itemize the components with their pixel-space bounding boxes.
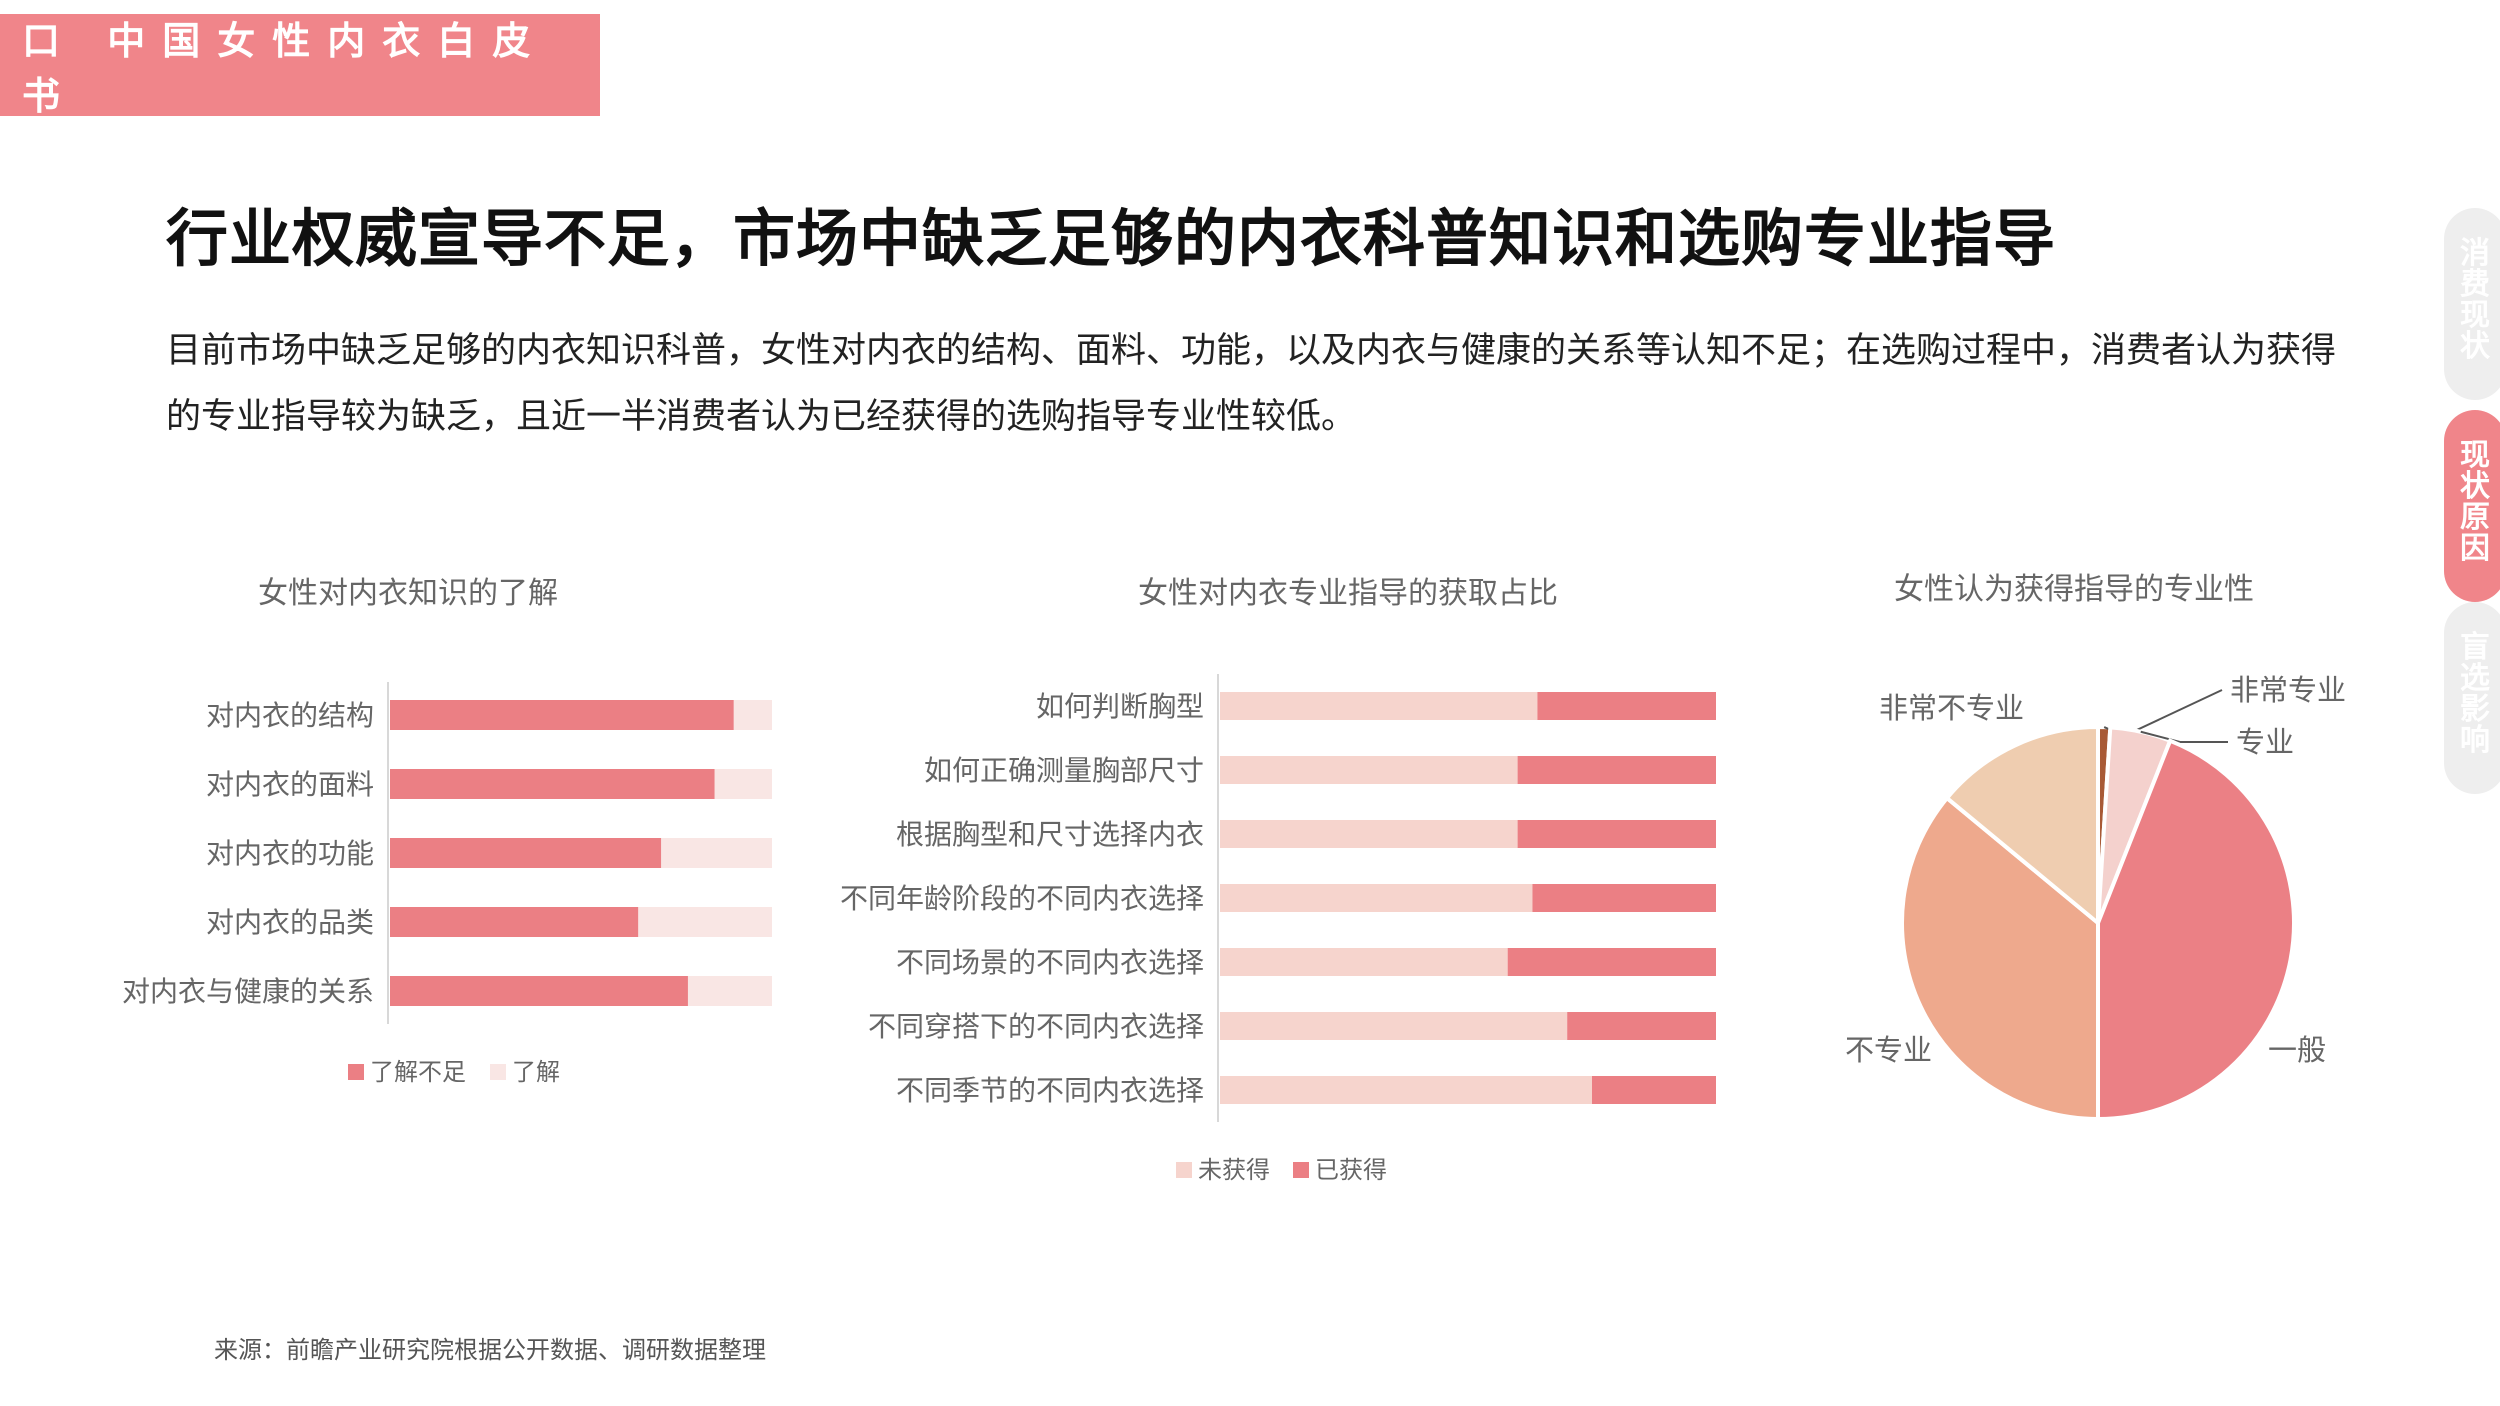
category-label: 不同年龄阶段的不同内衣选择 [840, 882, 1204, 915]
legend-label: 了解不足 [370, 1058, 466, 1086]
pie-slice-不专业 [1900, 795, 2100, 1122]
legend-label: 了解 [512, 1058, 560, 1086]
bar-segment-已获得 [1567, 1012, 1716, 1040]
chart2-title: 女性对内衣专业指导的获取占比 [1138, 576, 1558, 611]
category-label: 不同穿搭下的不同内衣选择 [868, 1010, 1204, 1043]
bar-segment-未获得 [1220, 1076, 1592, 1104]
category-label: 对内衣与健康的关系 [122, 975, 374, 1008]
pie-slice-非常不专业 [1944, 724, 2100, 928]
side-tab-char: 消 [2460, 236, 2490, 271]
category-label: 对内衣的功能 [206, 837, 374, 870]
bar-segment-了解 [638, 907, 772, 937]
chart1-title: 女性对内衣知识的了解 [258, 576, 558, 611]
category-label: 如何正确测量胸部尺寸 [924, 754, 1204, 787]
bar-segment-了解不足 [390, 976, 688, 1006]
bar-segment-已获得 [1507, 948, 1716, 976]
category-label: 根据胸型和尺寸选择内衣 [896, 818, 1204, 851]
bar-segment-未获得 [1220, 1012, 1568, 1040]
category-label: 不同季节的不同内衣选择 [896, 1074, 1204, 1107]
pie-slice-一般 [2096, 738, 2296, 1122]
page-headline: 行业权威宣导不足，市场中缺乏足够的内衣科普知识和选购专业指导 [166, 202, 2057, 275]
side-tab-char: 影 [2460, 692, 2490, 727]
bar-segment-已获得 [1537, 692, 1716, 720]
bar-segment-未获得 [1220, 692, 1538, 720]
pie-label: 不专业 [1845, 1033, 1932, 1067]
side-tab-char: 状 [2460, 469, 2490, 504]
side-tab-blind-selection-impact[interactable]: 盲选影响 [2444, 602, 2500, 794]
bar-segment-未获得 [1220, 948, 1508, 976]
pie-leader-line [2123, 689, 2223, 737]
bar-segment-了解不足 [390, 700, 734, 730]
bar-segment-了解 [661, 838, 772, 868]
bar-segment-了解不足 [390, 907, 639, 937]
side-tab-char: 原 [2460, 500, 2490, 535]
bar-segment-已获得 [1517, 820, 1716, 848]
bar-segment-已获得 [1592, 1076, 1716, 1104]
side-tab-char: 现 [2460, 298, 2490, 333]
bar-segment-了解 [687, 976, 772, 1006]
side-tab-char: 因 [2460, 531, 2490, 566]
bar-segment-了解不足 [390, 769, 715, 799]
bar-segment-已获得 [1517, 756, 1716, 784]
side-tab-char: 选 [2460, 661, 2490, 696]
side-tab-char: 现 [2460, 438, 2490, 473]
legend-swatch [490, 1064, 506, 1080]
legend-label: 已获得 [1315, 1156, 1387, 1184]
pie-label: 非常不专业 [1879, 691, 2024, 725]
side-tab-char: 状 [2460, 329, 2490, 364]
pie-label: 非常专业 [2230, 673, 2346, 707]
source-note: 来源：前瞻产业研究院根据公开数据、调研数据整理 [214, 1336, 766, 1364]
side-tab-char: 响 [2460, 723, 2490, 758]
category-label: 如何判断胸型 [1036, 690, 1204, 723]
intro-paragraph: 目前市场中缺乏足够的内衣知识科普，女性对内衣的结构、面料、功能，以及内衣与健康的… [166, 331, 2337, 437]
legend-label: 未获得 [1198, 1156, 1270, 1184]
side-tab-char: 盲 [2460, 630, 2490, 665]
bar-segment-未获得 [1220, 756, 1518, 784]
legend-swatch [1293, 1162, 1309, 1178]
side-tab-char: 费 [2460, 267, 2490, 302]
report-badge: 口 中国女性内衣白皮书 [0, 14, 600, 118]
legend-swatch [348, 1064, 364, 1080]
category-label: 对内衣的品类 [206, 906, 374, 939]
pie-label: 一般 [2268, 1033, 2326, 1067]
side-tab-status-reasons[interactable]: 现状原因 [2444, 410, 2500, 602]
category-label: 对内衣的面料 [206, 768, 374, 801]
bar-segment-了解 [733, 700, 772, 730]
bar-segment-了解不足 [390, 838, 662, 868]
legend-swatch [1176, 1162, 1192, 1178]
side-tab-consumption-status[interactable]: 消费现状 [2444, 208, 2500, 400]
category-label: 对内衣的结构 [206, 699, 374, 732]
bar-segment-未获得 [1220, 820, 1518, 848]
bar-segment-未获得 [1220, 884, 1533, 912]
pie-label: 专业 [2236, 725, 2294, 759]
category-label: 不同场景的不同内衣选择 [896, 946, 1204, 979]
chart3-title: 女性认为获得指导的专业性 [1894, 572, 2254, 607]
bar-segment-了解 [714, 769, 772, 799]
bar-segment-已获得 [1532, 884, 1716, 912]
